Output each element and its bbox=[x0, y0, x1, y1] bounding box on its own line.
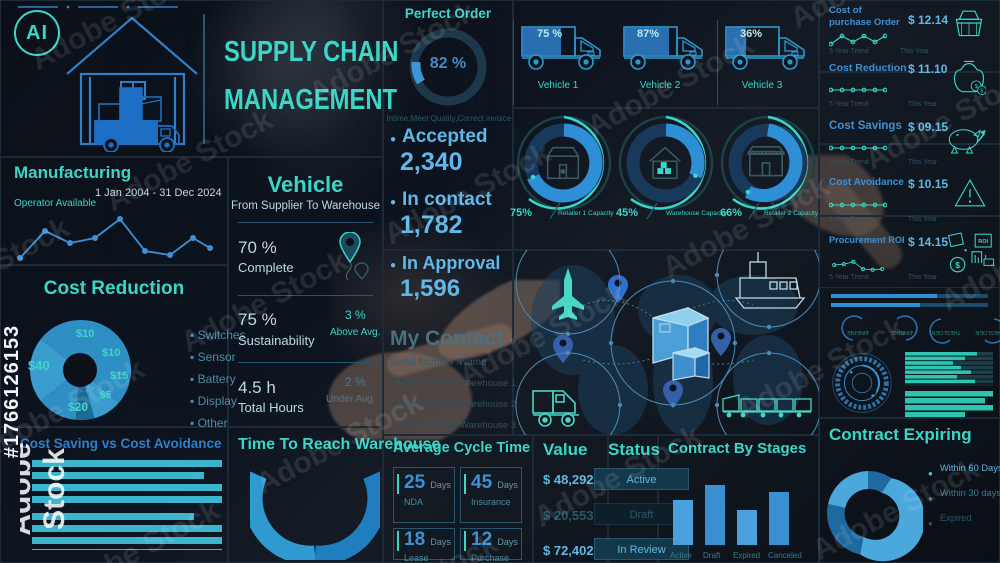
svg-text:&INEINE: &INEINE bbox=[847, 329, 869, 335]
svg-text:7HESLOEN: 7HESLOEN bbox=[975, 329, 1000, 335]
svg-text:7HESLOEN: 7HESLOEN bbox=[931, 329, 960, 335]
svg-text:&INEINE: &INEINE bbox=[891, 329, 913, 335]
svg-text:$: $ bbox=[955, 261, 960, 270]
svg-text:$: $ bbox=[981, 88, 984, 94]
svg-text:ROI: ROI bbox=[978, 239, 988, 245]
